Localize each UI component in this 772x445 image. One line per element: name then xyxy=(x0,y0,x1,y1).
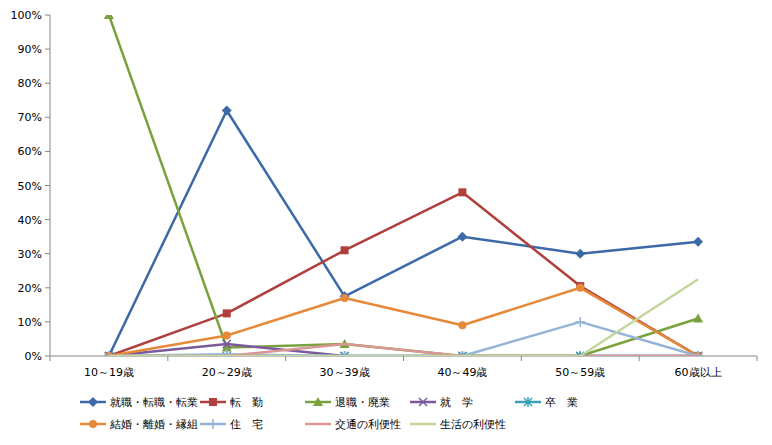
series-line xyxy=(109,192,698,356)
x-tick xyxy=(167,356,168,361)
x-tick xyxy=(285,356,286,361)
y-tick xyxy=(45,15,50,16)
plot-area xyxy=(104,15,703,356)
series-line xyxy=(109,279,698,356)
y-tick xyxy=(45,151,50,152)
x-tick xyxy=(521,356,522,361)
y-tick xyxy=(45,253,50,254)
y-tick xyxy=(45,287,50,288)
legend-label: 就 学 xyxy=(440,396,473,409)
point xyxy=(575,317,585,327)
x-tick-label: 40～49歳 xyxy=(437,366,487,379)
series xyxy=(105,188,702,356)
legend-label: 退職・廃業 xyxy=(335,396,390,409)
y-tick xyxy=(45,356,50,357)
y-tick-label: 10% xyxy=(18,316,42,329)
series-line xyxy=(109,110,698,356)
point xyxy=(222,105,232,115)
y-tick xyxy=(45,321,50,322)
series xyxy=(105,284,702,356)
y-tick-label: 90% xyxy=(18,43,42,56)
point xyxy=(341,294,349,302)
point xyxy=(693,237,703,247)
x-tick-label: 60歳以上 xyxy=(675,366,722,379)
legend-label: 転 勤 xyxy=(230,396,263,409)
y-tick-label: 80% xyxy=(18,77,42,90)
point xyxy=(341,246,349,254)
series xyxy=(104,15,703,356)
point xyxy=(576,284,584,292)
legend-swatch xyxy=(305,423,331,426)
y-tick-label: 60% xyxy=(18,145,42,158)
legend-marker xyxy=(208,419,218,429)
legend-label: 就職・転職・転業 xyxy=(110,396,198,409)
chart: 0% 10% 20% 30% 40% 50% 60% 70% 80% 90% 100% 10～19歳 2… xyxy=(0,0,772,445)
series-line xyxy=(109,344,698,356)
legend-marker xyxy=(313,397,323,406)
point xyxy=(104,15,114,19)
series-line xyxy=(109,15,698,356)
point xyxy=(693,313,703,322)
series-line xyxy=(109,322,698,356)
x-tick xyxy=(50,356,51,361)
x-tick-label: 10～19歳 xyxy=(84,366,134,379)
series xyxy=(109,279,698,356)
legend-label: 卒 業 xyxy=(545,396,578,409)
legend: 就職・転職・転業 転 勤 退職・廃業 就 学 卒 業結婚・離婚・縁組 住 宅 交通の利便性 生… xyxy=(80,396,578,431)
x-tick xyxy=(757,356,758,361)
point xyxy=(575,249,585,259)
point xyxy=(223,309,231,317)
x-tick xyxy=(403,356,404,361)
point xyxy=(457,232,467,242)
y-tick xyxy=(45,83,50,84)
series xyxy=(109,344,698,356)
legend-marker xyxy=(419,398,427,406)
legend-swatch xyxy=(410,423,436,426)
y-tick-label: 40% xyxy=(18,214,42,227)
x-tick-label: 30～39歳 xyxy=(320,366,370,379)
y-tick xyxy=(45,49,50,50)
y-tick-label: 50% xyxy=(18,180,42,193)
legend-marker xyxy=(88,397,98,407)
legend-label: 結婚・離婚・縁組 xyxy=(109,418,198,431)
legend-label: 住 宅 xyxy=(230,418,263,431)
y-tick-label: 0% xyxy=(25,350,42,363)
y-tick xyxy=(45,185,50,186)
legend-label: 交通の利便性 xyxy=(335,418,401,431)
series xyxy=(104,105,703,356)
legend-marker xyxy=(209,398,217,406)
point xyxy=(223,340,231,348)
point xyxy=(458,321,466,329)
y-tick xyxy=(45,117,50,118)
point xyxy=(458,188,466,196)
y-tick-label: 30% xyxy=(18,248,42,261)
x-tick-label: 50～59歳 xyxy=(555,366,605,379)
x-tick xyxy=(639,356,640,361)
y-tick xyxy=(45,219,50,220)
series xyxy=(104,317,703,356)
y-tick-label: 70% xyxy=(18,111,42,124)
y-tick-label: 100% xyxy=(11,9,42,22)
legend-marker xyxy=(524,397,532,407)
point xyxy=(223,332,231,340)
series-line xyxy=(109,288,698,356)
point xyxy=(340,291,350,301)
x-tick-label: 20～29歳 xyxy=(202,366,252,379)
legend-label: 生活の利便性 xyxy=(440,418,506,431)
legend-marker xyxy=(89,420,97,428)
y-tick-label: 20% xyxy=(18,282,42,295)
